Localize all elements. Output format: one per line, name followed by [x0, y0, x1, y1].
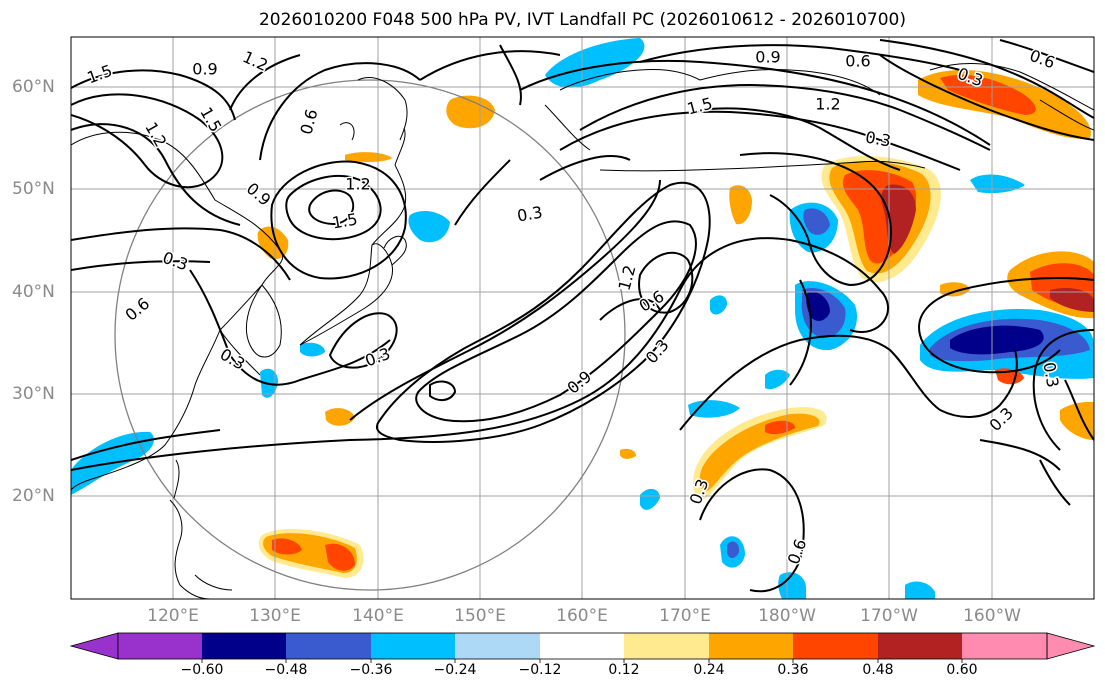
map-content: [71, 37, 1094, 599]
shade-negative: [950, 325, 1044, 355]
lon-label: 120°E: [147, 606, 199, 626]
shade-positive: [620, 448, 636, 459]
shade-negative: [765, 369, 790, 390]
lat-label: 50°N: [12, 179, 55, 199]
shade-negative: [778, 572, 807, 599]
shade-negative: [408, 210, 450, 243]
shade-negative: [905, 581, 935, 599]
range-circle: [114, 79, 626, 591]
colorbar-segment: [709, 633, 793, 659]
contour-label: 0.3: [864, 127, 892, 150]
colorbar-segment: [793, 633, 878, 659]
colorbar-segment: [286, 633, 371, 659]
colorbar-tick-label: −0.12: [518, 662, 562, 678]
lat-label: 30°N: [12, 384, 55, 404]
shade-positive: [699, 413, 820, 492]
contour-label: 1.5: [331, 209, 359, 232]
contour-label: 0.6: [845, 52, 870, 71]
lon-label: 170°W: [860, 606, 918, 626]
contour-label: 0.9: [755, 48, 780, 67]
map-border: [70, 36, 1095, 600]
colorbar-segment: [202, 633, 286, 659]
lat-label: 60°N: [12, 77, 55, 97]
shade-negative: [710, 295, 728, 315]
contour-label: 1.2: [615, 263, 640, 293]
colorbar-segment: [540, 633, 624, 659]
colorbar-tick-label: 0.36: [777, 662, 809, 678]
colorbar-tick-label: −0.48: [264, 662, 308, 678]
shade-positive: [272, 538, 302, 555]
lon-label: 160°E: [556, 606, 608, 626]
lat-label: 40°N: [12, 282, 55, 302]
colorbar-segment: [118, 633, 202, 659]
lon-label: 170°E: [659, 606, 711, 626]
lat-label: 20°N: [12, 486, 55, 506]
shade-positive: [325, 408, 355, 426]
colorbar-segment: [962, 633, 1047, 659]
shade-negative: [300, 342, 325, 357]
graticule: [71, 37, 1094, 599]
shade-positive: [446, 95, 495, 129]
colorbar-tick-label: 0.60: [946, 662, 978, 678]
colorbar-tick-label: 0.12: [608, 662, 640, 678]
colorbar: [69, 632, 1096, 663]
shade-positive: [325, 543, 355, 571]
colorbar-under-triangle: [69, 632, 119, 660]
colorbar-tick-label: 0.24: [693, 662, 725, 678]
colorbar-tick-label: 0.48: [862, 662, 894, 678]
colorbar-over-triangle: [1046, 632, 1096, 660]
shade-negative: [545, 38, 645, 88]
lon-label: 150°E: [454, 606, 506, 626]
colorbar-segment: [455, 633, 540, 659]
lon-label: 140°E: [352, 606, 404, 626]
shade-negative: [727, 541, 740, 558]
colorbar-segment: [878, 633, 962, 659]
colorbar-tick-label: −0.24: [433, 662, 477, 678]
shade-positive: [1060, 401, 1094, 440]
shade-positive: [1050, 288, 1094, 312]
lon-label: 180°W: [758, 606, 816, 626]
pv-contours: [71, 39, 1094, 593]
shade-negative: [803, 208, 830, 235]
map-title: 2026010200 F048 500 hPa PV, IVT Landfall…: [258, 10, 906, 30]
shade-negative: [640, 488, 660, 510]
shade-positive: [940, 282, 970, 297]
shade-positive: [940, 74, 1036, 115]
coastlines: [71, 63, 1094, 599]
contour-label: 0.9: [192, 60, 217, 79]
contour-label: 1.2: [345, 175, 370, 194]
colorbar-border: [117, 632, 1048, 660]
colorbar-tick-label: −0.36: [349, 662, 393, 678]
colorbar-segment: [624, 633, 709, 659]
contour-label: 1.2: [815, 95, 840, 114]
colorbar-segment: [371, 633, 455, 659]
shade-positive: [729, 185, 752, 225]
colorbar-tick-label: −0.60: [180, 662, 224, 678]
shade-negative: [806, 291, 830, 321]
lon-label: 130°E: [249, 606, 301, 626]
lon-label: 160°W: [963, 606, 1021, 626]
shade-positive: [345, 152, 392, 163]
